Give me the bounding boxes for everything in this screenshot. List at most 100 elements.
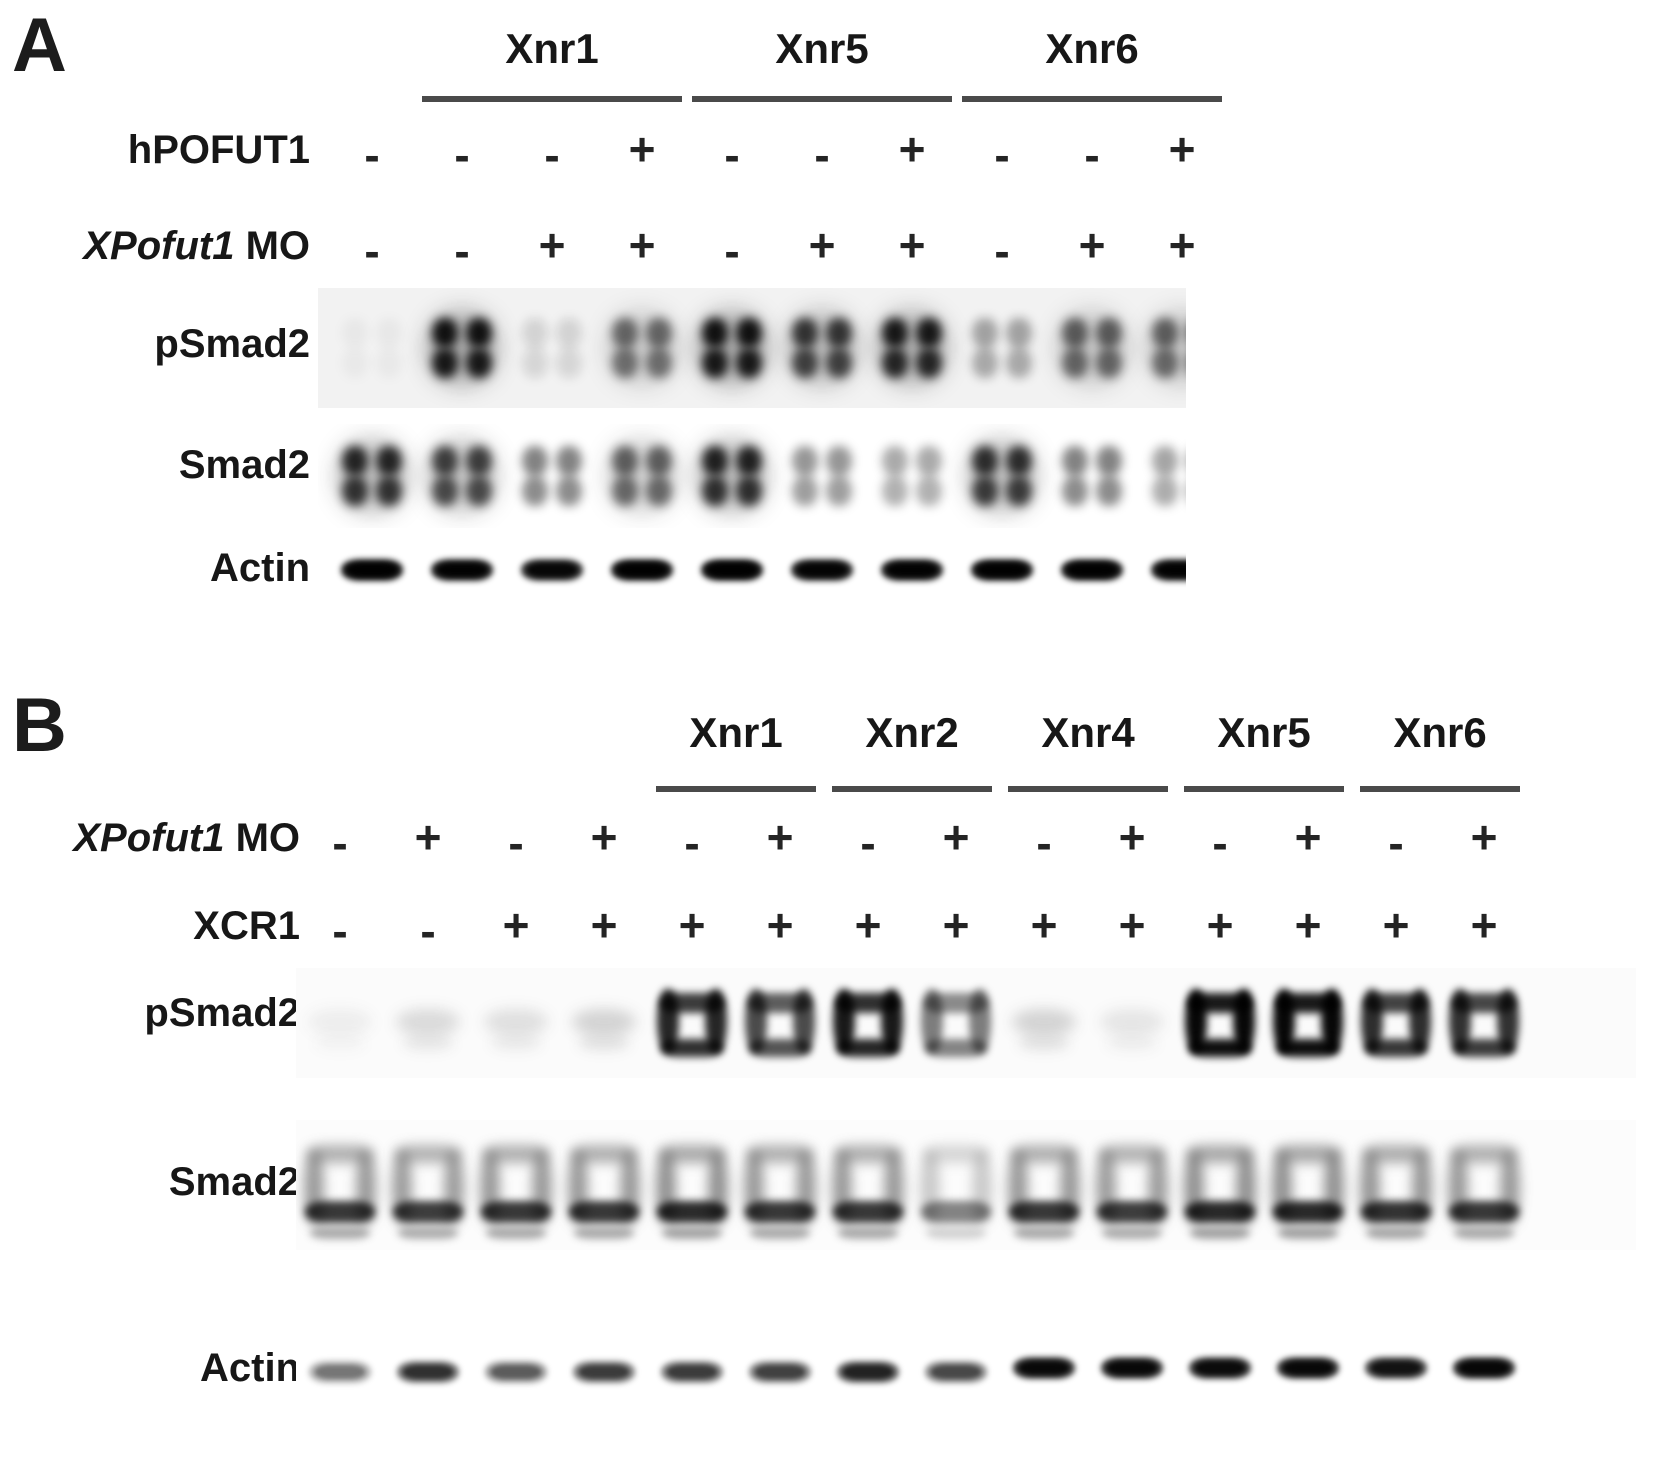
blot-arch-top	[395, 1145, 461, 1163]
blot-blob	[646, 318, 672, 348]
blot-arch-base	[393, 1201, 463, 1223]
blot-arch-top	[1451, 1145, 1517, 1163]
condition-sign-1-lane2: -	[454, 129, 470, 181]
blot-blob	[1152, 348, 1178, 378]
blot-arch-base-lower	[1102, 1227, 1162, 1239]
blot-band-core	[527, 563, 577, 577]
blot-blob	[432, 348, 458, 378]
condition-sign-2-lane2: -	[454, 225, 470, 277]
condition-sign-2-lane12: +	[1294, 899, 1322, 951]
condition-sign-1-lane2: +	[414, 811, 442, 863]
blot-blob	[376, 348, 402, 378]
condition-sign-1-lane14: +	[1470, 811, 1498, 863]
blot-upper-bar	[1188, 993, 1252, 1013]
group-label-Xnr5: Xnr5	[1217, 709, 1311, 756]
condition-sign-1-lane10: +	[1168, 123, 1196, 175]
condition-sign-2-lane8: +	[942, 899, 970, 951]
blot-lower-bar	[837, 1039, 899, 1057]
blot-blob	[432, 476, 458, 506]
condition-sign-1-lane3: -	[508, 817, 524, 869]
blot-arch-top	[747, 1145, 813, 1163]
condition-sign-1-lane13: -	[1388, 817, 1404, 869]
blot-upper-bar	[1364, 993, 1428, 1013]
condition-sign-1-lane12: +	[1294, 811, 1322, 863]
blot-faint-smear-lower	[490, 1035, 542, 1051]
blot-arch-base	[1009, 1201, 1079, 1223]
blot-lobe	[921, 989, 943, 1053]
blot-arch-base	[833, 1201, 903, 1223]
blot-band	[485, 1361, 547, 1383]
blot-arch-top	[483, 1145, 549, 1163]
group-underline-Xnr2	[832, 786, 992, 792]
blot-row-Actin-A	[318, 540, 1186, 600]
blot-band-core	[1157, 563, 1186, 577]
blot-band-core	[617, 563, 667, 577]
blot-blob	[612, 476, 638, 506]
blot-blob	[1062, 318, 1088, 348]
blot-arch-base	[481, 1201, 551, 1223]
blot-row-Smad2-B	[296, 1120, 1636, 1250]
blot-lower-bar	[925, 1039, 987, 1057]
blot-blob	[522, 476, 548, 506]
condition-sign-1-lane5: -	[684, 817, 700, 869]
condition-label-XPofut1: XPofut1 MO	[0, 226, 310, 266]
blot-row-Smad2-A	[318, 424, 1186, 528]
blot-arch-top	[1099, 1145, 1165, 1163]
blot-blob	[972, 318, 998, 348]
blot-upper-bar	[660, 993, 724, 1013]
blot-blob	[882, 476, 908, 506]
condition-sign-2-lane2: -	[420, 905, 436, 957]
blot-faint-smear-lower	[402, 1035, 454, 1051]
blot-blob	[432, 446, 458, 476]
blot-band-core	[315, 1365, 365, 1379]
blot-blob	[376, 446, 402, 476]
blot-blob	[466, 446, 492, 476]
blot-arch-base	[1273, 1201, 1343, 1223]
blot-blob	[556, 446, 582, 476]
blot-blob	[342, 348, 368, 378]
condition-sign-1-lane3: -	[544, 129, 560, 181]
blot-blob	[556, 348, 582, 378]
blot-blob	[826, 476, 852, 506]
blot-blob	[1006, 446, 1032, 476]
blot-upper-bar	[836, 993, 900, 1013]
group-underline-Xnr1	[656, 786, 816, 792]
condition-sign-2-lane6: +	[766, 899, 794, 951]
blot-band-core	[843, 1365, 893, 1379]
blot-blob	[646, 446, 672, 476]
blot-halo	[425, 438, 499, 514]
panel-letter-B: B	[12, 683, 67, 768]
blot-faint-smear-lower	[314, 1035, 366, 1051]
condition-sign-2-lane9: +	[1030, 899, 1058, 951]
blot-band-core	[437, 563, 487, 577]
condition-sign-1-lane10: +	[1118, 811, 1146, 863]
condition-sign-2-lane14: +	[1470, 899, 1498, 951]
blot-blob	[826, 446, 852, 476]
blot-blob	[1062, 476, 1088, 506]
blot-band-core	[977, 563, 1027, 577]
blot-label-pSmad2-B: pSmad2	[144, 991, 300, 1035]
blot-blob	[1062, 348, 1088, 378]
condition-sign-1-lane4: +	[628, 123, 656, 175]
blot-blob	[882, 318, 908, 348]
blot-blob	[646, 476, 672, 506]
condition-sign-2-lane1: -	[364, 225, 380, 277]
condition-sign-1-lane6: -	[814, 129, 830, 181]
blot-band-core	[667, 1365, 717, 1379]
blot-blob	[792, 348, 818, 378]
blot-blob	[702, 348, 728, 378]
blot-lower-bar	[749, 1039, 811, 1057]
blot-faint-smear	[396, 1009, 460, 1035]
blot-blob	[736, 446, 762, 476]
blot-arch-top	[307, 1145, 373, 1163]
blot-arch-base	[305, 1201, 375, 1223]
condition-sign-1-lane11: -	[1212, 817, 1228, 869]
blot-arch-base-lower	[1014, 1227, 1074, 1239]
blot-blob	[1096, 476, 1122, 506]
blot-blob	[882, 348, 908, 378]
condition-sign-2-lane7: +	[898, 219, 926, 271]
condition-sign-1-lane7: -	[860, 817, 876, 869]
condition-sign-2-lane5: -	[724, 225, 740, 277]
blot-band-core	[707, 563, 757, 577]
blot-label-Smad2-B: Smad2	[168, 1160, 300, 1204]
